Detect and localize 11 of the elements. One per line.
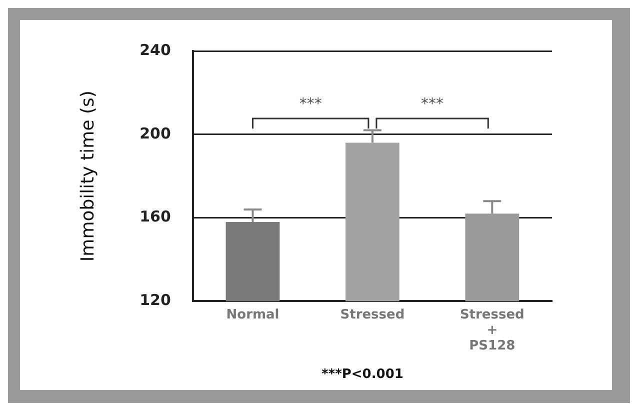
y-tick-label: 240 <box>140 40 171 59</box>
y-tick-label: 160 <box>140 208 171 226</box>
y-axis-title: Immobility time (s) <box>77 90 98 262</box>
annotation: *** <box>299 94 322 113</box>
annotation: *** <box>421 94 444 113</box>
y-tick-label: 120 <box>140 291 171 310</box>
text: ***P<0.001 <box>321 367 404 382</box>
y-tick-label: 200 <box>140 124 171 142</box>
x-tick-label: Normal <box>226 307 280 322</box>
x-tick-label: Stressed <box>340 307 405 322</box>
x-tick-label: Stressed + PS128 <box>460 307 524 354</box>
